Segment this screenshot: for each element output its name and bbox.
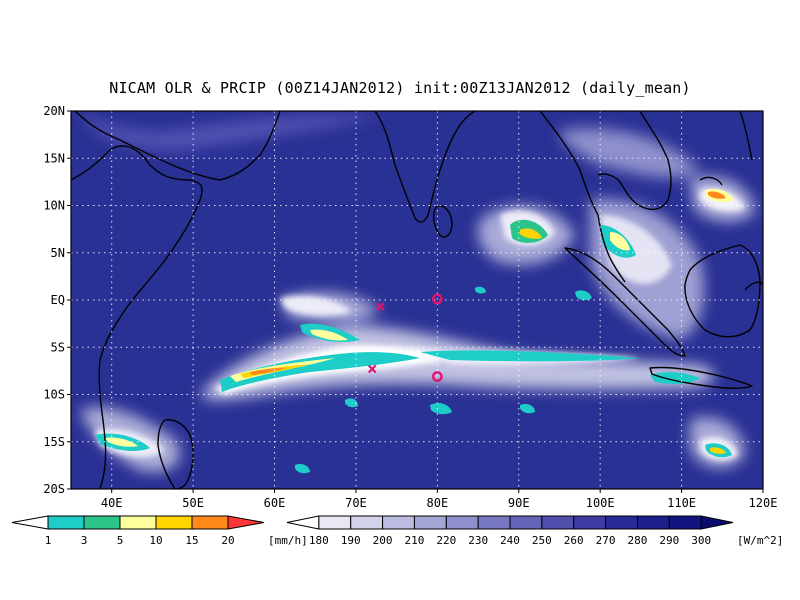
lat-tick-label: 20N xyxy=(43,104,65,118)
colorbar-tick-label: 250 xyxy=(532,534,552,547)
colorbar-swatch xyxy=(413,515,447,530)
lon-tick-label: 120E xyxy=(749,496,778,510)
colorbar-swatch xyxy=(286,515,320,530)
axis-ticks: 40E 50E 60E 70E 80E 90E 100E 110E 120E 20N 15N 10N 5… xyxy=(43,104,777,510)
lon-tick-label: 80E xyxy=(427,496,449,510)
circle-marker xyxy=(431,293,443,305)
precip-colorbar: 1 3 5 10 15 20 [mm/h] xyxy=(11,515,308,547)
colorbar-unit: [W/m^2] xyxy=(737,534,783,547)
lon-tick-label: 60E xyxy=(264,496,286,510)
olr-colorbar: 180 190 200 210 220 230 240 250 260 270 280 290 300 [… xyxy=(286,515,783,547)
colorbar-swatch xyxy=(227,515,265,530)
colorbar-swatch xyxy=(636,515,670,530)
colorbar-unit: [mm/h] xyxy=(268,534,308,547)
lon-tick-label: 50E xyxy=(182,496,204,510)
lat-tick-label: 20S xyxy=(43,482,65,496)
colorbar-swatch xyxy=(382,515,415,530)
colorbar-swatch xyxy=(155,515,193,530)
precip-cells xyxy=(95,188,734,474)
colorbar-swatch xyxy=(700,515,734,530)
colorbar-tick-label: 210 xyxy=(404,534,424,547)
marker-layer xyxy=(367,293,443,382)
lon-tick-label: 40E xyxy=(101,496,123,510)
lon-tick-label: 110E xyxy=(667,496,696,510)
colorbar-tick-label: 1 xyxy=(45,534,52,547)
lon-tick-label: 70E xyxy=(345,496,367,510)
colorbar-tick-label: 3 xyxy=(81,534,88,547)
lat-tick-label: EQ xyxy=(51,293,65,307)
colorbar-swatch xyxy=(509,515,543,530)
colorbar-swatch xyxy=(541,515,575,530)
lat-tick-label: 10N xyxy=(43,199,65,213)
colorbar-swatch xyxy=(83,515,121,530)
colorbar-swatch xyxy=(191,515,229,530)
lon-tick-label: 90E xyxy=(508,496,530,510)
coastlines xyxy=(71,111,763,489)
x-marker xyxy=(367,364,377,374)
circle-marker xyxy=(431,371,443,382)
colorbar-tick-label: 220 xyxy=(436,534,456,547)
colorbar-tick-label: 15 xyxy=(185,534,198,547)
colorbar-tick-label: 240 xyxy=(500,534,520,547)
colorbar-swatch xyxy=(119,515,157,530)
colorbar-tick-label: 270 xyxy=(596,534,616,547)
colorbar-tick-label: 280 xyxy=(627,534,647,547)
colorbar-tick-label: 290 xyxy=(659,534,679,547)
lat-tick-label: 5S xyxy=(51,340,65,354)
colorbar-swatch xyxy=(668,515,702,530)
lat-tick-label: 15N xyxy=(43,151,65,165)
colorbar-tick-label: 300 xyxy=(691,534,711,547)
lat-tick-label: 10S xyxy=(43,388,65,402)
colorbar-tick-label: 230 xyxy=(468,534,488,547)
colorbar-swatch xyxy=(445,515,479,530)
colorbar-swatch xyxy=(47,515,85,530)
colorbar-tick-label: 20 xyxy=(221,534,234,547)
colorbar-swatch xyxy=(477,515,511,530)
lat-tick-label: 15S xyxy=(43,435,65,449)
map-title: NICAM OLR & PRCIP (00Z14JAN2012) init:00… xyxy=(109,79,691,97)
colorbar-tick-label: 10 xyxy=(149,534,162,547)
colorbar-tick-label: 5 xyxy=(117,534,124,547)
colorbar-swatch xyxy=(350,515,384,530)
colorbar-tick-label: 190 xyxy=(341,534,361,547)
colorbar-swatch xyxy=(573,515,607,530)
colorbar-swatch xyxy=(11,515,49,530)
colorbar-swatch xyxy=(605,515,638,530)
lat-tick-label: 5N xyxy=(51,246,65,260)
colorbar-swatch xyxy=(318,515,352,530)
lon-tick-label: 100E xyxy=(586,496,615,510)
colorbar-tick-label: 180 xyxy=(309,534,329,547)
x-marker xyxy=(376,302,385,311)
colorbar-tick-label: 260 xyxy=(564,534,584,547)
colorbar-tick-label: 200 xyxy=(373,534,393,547)
